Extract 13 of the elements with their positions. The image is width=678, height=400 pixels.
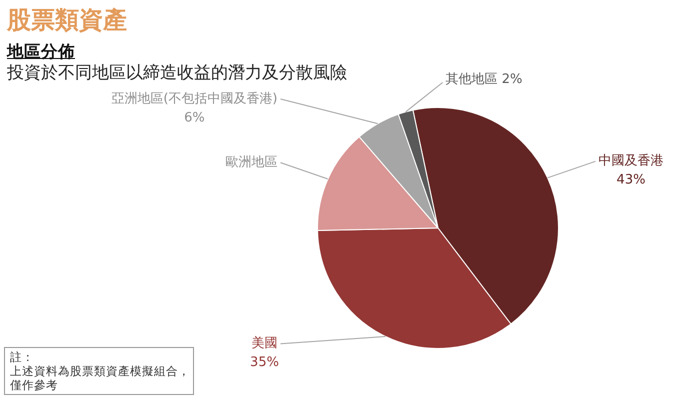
- text: 上述資料為股票類資產模擬組合，僅作參考: [10, 364, 190, 392]
- slice-label: 歐洲地區: [226, 155, 278, 170]
- chart-subtitle: 地區分佈: [7, 42, 75, 62]
- chart-title: 股票類資產: [7, 6, 127, 34]
- slice-label: 美國: [252, 335, 278, 352]
- slice-label: 中國及香港: [598, 154, 664, 169]
- text: 註：: [10, 350, 35, 364]
- data-label: 6%: [184, 110, 205, 126]
- slice-label: 其他地區 2%: [446, 72, 522, 87]
- data-label: 43%: [616, 172, 646, 188]
- data-label: 35%: [250, 355, 279, 370]
- text: 投資於不同地區以締造收益的潛力及分散風險: [7, 63, 347, 84]
- slice-label: 亞洲地區(不包括中國及香港): [111, 91, 278, 106]
